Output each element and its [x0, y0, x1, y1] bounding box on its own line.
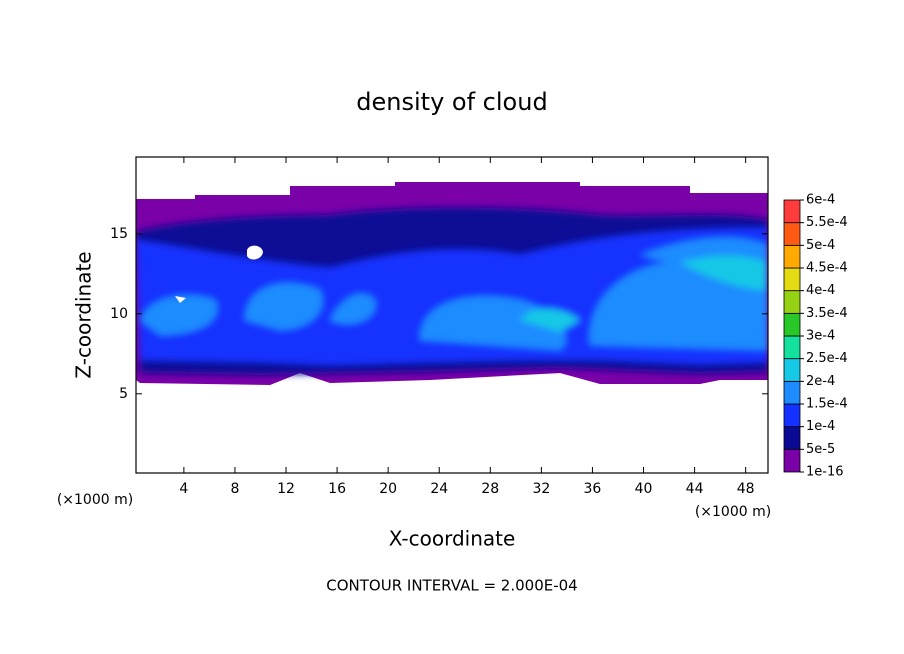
- colorbar-label: 4e-4: [806, 283, 835, 298]
- y-tick-label: 15: [110, 226, 128, 242]
- colorbar-label: 2.5e-4: [806, 351, 848, 366]
- y-tick-label: 10: [110, 306, 128, 322]
- colorbar-label: 3e-4: [806, 329, 835, 344]
- colorbar-swatch: [783, 426, 801, 450]
- colorbar-swatch: [783, 380, 801, 405]
- contour-field: [136, 182, 768, 385]
- x-tick-label: 4: [179, 481, 188, 497]
- x-tick-label: 40: [635, 481, 653, 497]
- field-hole: [247, 245, 263, 260]
- colorbar-label: 2e-4: [806, 374, 835, 389]
- footer-note: CONTOUR INTERVAL = 2.000E-04: [326, 577, 577, 595]
- colorbar-swatch: [783, 290, 801, 314]
- x-axis-unit: (×1000 m): [695, 504, 771, 520]
- x-tick-label: 36: [584, 481, 602, 497]
- colorbar-label: 5e-4: [806, 238, 835, 253]
- colorbar-swatch: [783, 199, 801, 224]
- colorbar-swatch: [783, 244, 801, 269]
- x-tick-label: 44: [686, 481, 704, 497]
- colorbar-label: 4.5e-4: [806, 261, 848, 276]
- x-tick-label: 28: [481, 481, 499, 497]
- colorbar-label: 5.5e-4: [806, 215, 848, 230]
- y-axis-unit: (×1000 m): [57, 492, 133, 508]
- y-axis-label: Z-coordinate: [72, 251, 96, 378]
- y-tick-label: 5: [119, 386, 128, 402]
- colorbar-label: 1.5e-4: [806, 397, 848, 412]
- plot-frame: [135, 156, 769, 474]
- x-tick-label: 32: [532, 481, 550, 497]
- colorbar-label: 1e-4: [806, 419, 835, 434]
- colorbar-swatch: [783, 403, 801, 428]
- colorbar-label: 6e-4: [806, 193, 835, 208]
- chart-title: density of cloud: [356, 88, 547, 116]
- colorbar-swatch: [783, 358, 801, 382]
- field-peak: [520, 255, 766, 332]
- colorbar-swatch: [783, 267, 801, 292]
- x-tick-label: 24: [430, 481, 448, 497]
- x-tick-label: 20: [379, 481, 397, 497]
- x-tick-label: 8: [230, 481, 239, 497]
- field-dome: [140, 237, 768, 350]
- colorbar-label: 1e-16: [806, 465, 844, 480]
- colorbar-label: 5e-5: [806, 442, 835, 457]
- x-axis-label: X-coordinate: [389, 527, 516, 551]
- x-tick-label: 12: [277, 481, 295, 497]
- colorbar-swatch: [783, 335, 801, 360]
- colorbar-swatch: [783, 222, 801, 246]
- x-tick-label: 16: [328, 481, 346, 497]
- field-hole: [175, 296, 186, 303]
- colorbar-swatch: [783, 312, 801, 337]
- colorbar-label: 3.5e-4: [806, 306, 848, 321]
- colorbar-swatch: [783, 448, 801, 473]
- x-tick-label: 48: [737, 481, 755, 497]
